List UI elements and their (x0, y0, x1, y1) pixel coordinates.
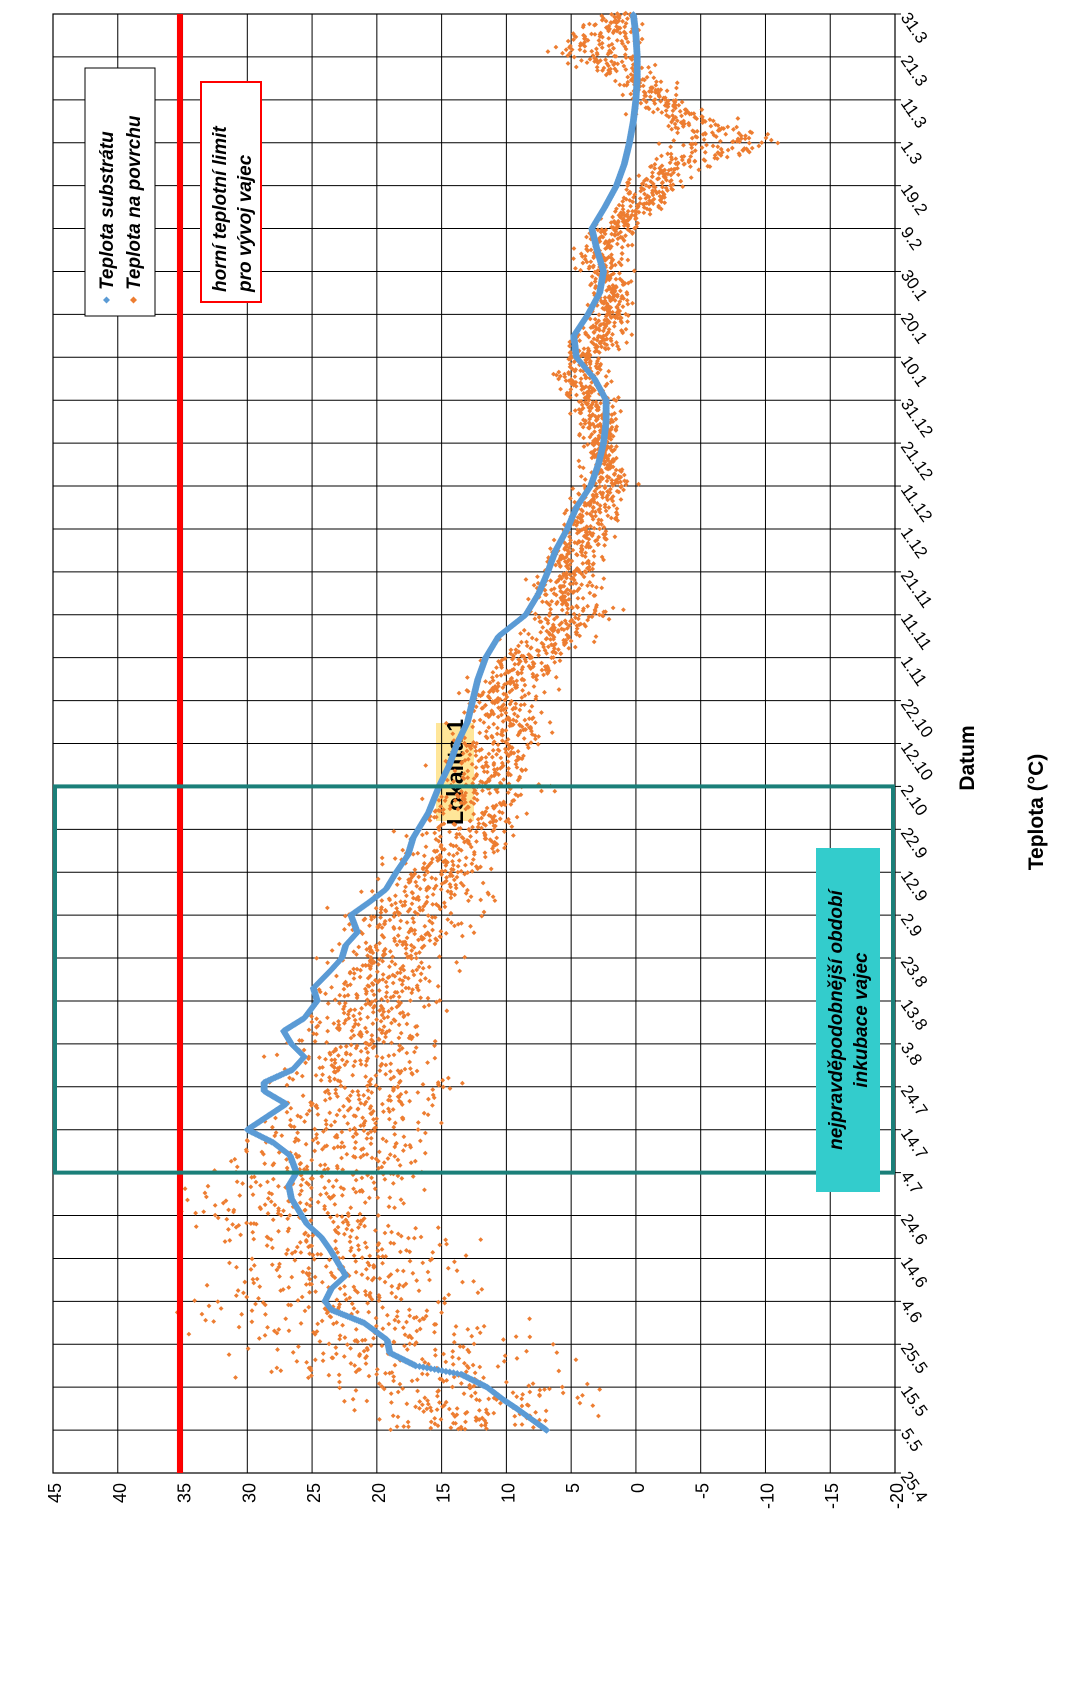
y-tick-label-group: 15 (434, 1483, 454, 1503)
y-tick-label-group: -15 (822, 1483, 842, 1509)
y-tick-label-group: 30 (239, 1483, 259, 1503)
y-tick-label: -10 (757, 1483, 777, 1509)
y-tick-label-group: 20 (369, 1483, 389, 1503)
y-tick-label: 5 (563, 1483, 583, 1493)
y-tick-label: 40 (110, 1483, 130, 1503)
y-tick-label: 45 (45, 1483, 65, 1503)
y-axis-title: Teplota (°C) (1025, 754, 1048, 871)
y-tick-label-group: 45 (45, 1483, 65, 1503)
y-tick-label: -5 (693, 1483, 713, 1499)
y-tick-label-group: 5 (563, 1483, 583, 1493)
y-tick-label: -15 (822, 1483, 842, 1509)
y-tick-label-group: -10 (757, 1483, 777, 1509)
x-axis-title: Datum (956, 725, 979, 790)
y-tick-label-group: 25 (304, 1483, 324, 1503)
y-tick-label: 25 (304, 1483, 324, 1503)
y-tick-label: 15 (434, 1483, 454, 1503)
y-tick-label-group: 40 (110, 1483, 130, 1503)
y-tick-label-group: 35 (175, 1483, 195, 1503)
y-tick-label-group: 0 (628, 1483, 648, 1493)
y-tick-label: 10 (498, 1483, 518, 1503)
y-tick-label-group: -5 (693, 1483, 713, 1499)
y-tick-label: 35 (175, 1483, 195, 1503)
y-tick-label: 0 (628, 1483, 648, 1493)
y-tick-label: 20 (369, 1483, 389, 1503)
y-tick-label-group: 10 (498, 1483, 518, 1503)
y-tick-label: 30 (239, 1483, 259, 1503)
